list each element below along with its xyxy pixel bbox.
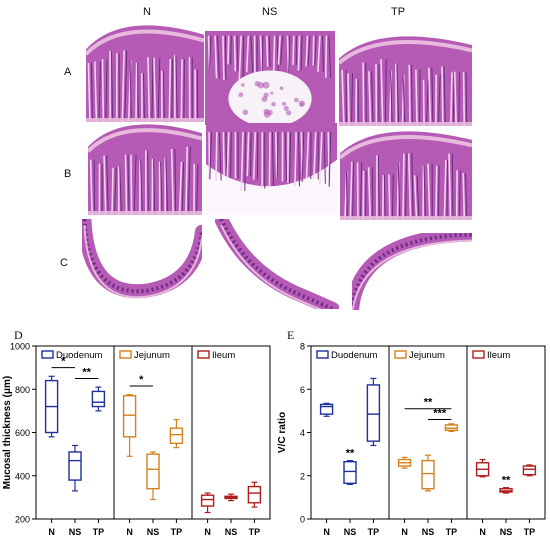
x-tick-label: TP — [93, 527, 105, 537]
y-axis-label: V/C ratio — [277, 412, 288, 453]
legend-label: Jejunum — [409, 350, 445, 361]
y-tick-label: 4 — [300, 428, 305, 438]
column-header-tp: TP — [391, 6, 406, 18]
significance-stars: * — [61, 356, 66, 368]
row-label-b: B — [64, 168, 72, 180]
box — [169, 427, 184, 445]
y-tick-label: 800 — [15, 385, 30, 395]
x-tick-label: NS — [422, 527, 435, 537]
box — [146, 453, 160, 490]
y-tick-label: 600 — [15, 428, 30, 438]
box — [68, 451, 82, 481]
histology-tile-c-n — [82, 219, 202, 303]
histology-tile-b-tp — [340, 131, 472, 220]
column-header-n: N — [143, 6, 151, 18]
y-tick-label: 6 — [300, 385, 305, 395]
vc-ratio-chart: 0 2 4 6 8 V/C ratio Duodenum N NS TP ** Jejunum N NS T… — [277, 342, 546, 537]
significance-stars: ** — [82, 366, 91, 378]
x-tick-label: N — [323, 527, 330, 537]
x-tick-label: TP — [524, 527, 536, 537]
x-tick-label: TP — [446, 527, 458, 537]
histology-tile-a-ns — [205, 31, 335, 125]
box — [421, 459, 435, 490]
y-tick-label: 2 — [300, 471, 305, 481]
x-tick-label: N — [126, 527, 133, 537]
box — [200, 494, 215, 507]
x-tick-label: N — [401, 527, 408, 537]
legend-swatch — [472, 350, 485, 359]
y-tick-label: 400 — [15, 471, 30, 481]
significance-stars: ** — [346, 448, 355, 460]
row-label-a: A — [64, 66, 72, 78]
legend-swatch — [394, 350, 407, 359]
legend-label: Ileum — [487, 350, 510, 361]
row-label-c: C — [60, 257, 68, 269]
legend-swatch — [197, 350, 210, 359]
panel-label-d: D — [14, 328, 23, 342]
mucosal-thickness-chart: 200 400 600 800 1000 Mucosal thickness (μm) Du… — [2, 342, 271, 537]
legend-label: Jejunum — [134, 350, 170, 361]
x-tick-label: N — [479, 527, 486, 537]
box — [366, 384, 381, 442]
box — [122, 395, 137, 438]
panel-label-e: E — [287, 328, 295, 342]
significance-stars: * — [139, 374, 144, 386]
box — [91, 390, 106, 408]
y-axis-label: Mucosal thickness (μm) — [2, 376, 13, 489]
significance-stars: ** — [502, 475, 511, 487]
legend-label: Ileum — [212, 350, 235, 361]
box — [522, 465, 537, 476]
x-tick-label: NS — [344, 527, 357, 537]
legend-swatch — [119, 350, 132, 359]
legend-label: Duodenum — [331, 350, 378, 361]
plot-frame — [310, 345, 546, 520]
histology-tile-b-ns — [206, 123, 337, 215]
legend-label: Duodenum — [56, 350, 103, 361]
box — [343, 460, 357, 485]
x-tick-label: NS — [225, 527, 238, 537]
histology-tile-c-ns — [215, 219, 339, 309]
legend-swatch — [316, 350, 329, 359]
histology-tile-c-tp — [352, 233, 472, 310]
y-tick-label: 8 — [300, 342, 305, 352]
x-tick-label: TP — [368, 527, 380, 537]
histology-tile-b-n — [88, 124, 202, 215]
x-tick-label: N — [48, 527, 55, 537]
histology-tile-a-tp — [339, 36, 472, 126]
box — [319, 403, 334, 415]
column-header-ns: NS — [262, 6, 278, 18]
y-tick-label: 200 — [15, 515, 30, 525]
box — [247, 485, 262, 504]
significance-stars: *** — [433, 408, 447, 420]
x-tick-label: NS — [500, 527, 513, 537]
histology-tile-a-n — [86, 25, 204, 122]
significance-stars: ** — [424, 397, 433, 409]
y-tick-label: 1000 — [10, 342, 30, 352]
x-tick-label: TP — [171, 527, 183, 537]
x-tick-label: NS — [147, 527, 160, 537]
x-tick-label: N — [204, 527, 211, 537]
y-tick-label: 0 — [300, 515, 305, 525]
x-tick-label: NS — [69, 527, 82, 537]
x-tick-label: TP — [249, 527, 261, 537]
legend-swatch — [41, 350, 54, 359]
